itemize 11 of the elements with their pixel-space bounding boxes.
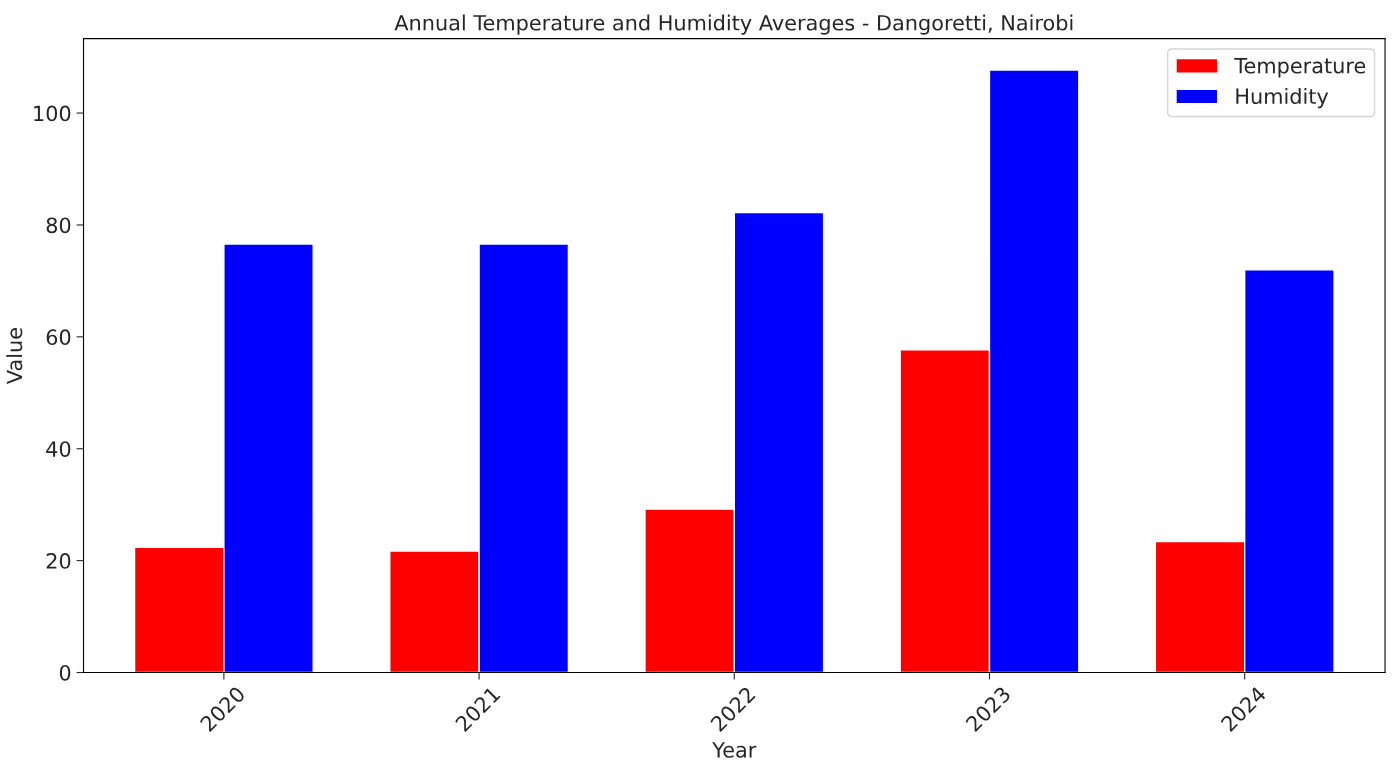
x-axis-title: Year [712, 742, 757, 758]
y-tick-label: 20 [46, 553, 71, 569]
y-tick-label: 40 [46, 441, 71, 457]
chart-title: Annual Temperature and Humidity Averages - Dangoretti, Nairobi [394, 14, 1073, 35]
y-tick-label: 100 [34, 105, 71, 122]
y-axis-title: Value [6, 328, 23, 385]
y-tick-label: 60 [46, 329, 71, 346]
y-tick-label: 0 [59, 664, 71, 681]
legend-label: Humidity [1236, 87, 1329, 109]
legend-label: Temperature [1234, 58, 1366, 78]
y-tick-label: 80 [46, 217, 71, 234]
